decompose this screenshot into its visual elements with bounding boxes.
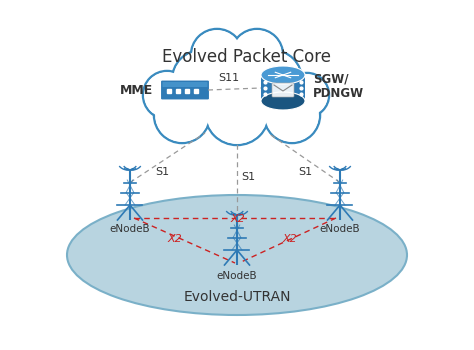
Circle shape (285, 73, 329, 117)
Circle shape (206, 82, 268, 144)
Ellipse shape (261, 66, 305, 84)
Text: MME: MME (120, 84, 153, 97)
Text: eNodeB: eNodeB (217, 271, 257, 281)
Circle shape (243, 51, 301, 109)
FancyBboxPatch shape (163, 82, 208, 87)
Circle shape (231, 29, 283, 81)
Text: SGW/
PDNGW: SGW/ PDNGW (313, 72, 364, 100)
Circle shape (154, 87, 210, 143)
Circle shape (203, 41, 271, 109)
FancyBboxPatch shape (272, 83, 294, 97)
Text: S1: S1 (298, 167, 312, 177)
Circle shape (173, 51, 231, 109)
Circle shape (286, 74, 328, 116)
Circle shape (242, 50, 302, 110)
Ellipse shape (67, 195, 407, 315)
Ellipse shape (261, 92, 305, 110)
Text: X2: X2 (167, 234, 182, 244)
Circle shape (205, 81, 269, 145)
Text: S1: S1 (241, 172, 255, 182)
FancyBboxPatch shape (161, 80, 210, 100)
Circle shape (155, 88, 209, 142)
Circle shape (191, 29, 243, 81)
Circle shape (144, 72, 190, 118)
Polygon shape (261, 75, 305, 101)
Text: X2: X2 (230, 214, 245, 224)
Circle shape (143, 71, 191, 119)
Circle shape (204, 42, 270, 108)
Text: X2: X2 (282, 234, 297, 244)
Circle shape (192, 30, 242, 80)
Text: eNodeB: eNodeB (319, 224, 360, 234)
Circle shape (172, 50, 232, 110)
Text: S1: S1 (155, 167, 169, 177)
Text: Evolved Packet Core: Evolved Packet Core (163, 48, 331, 66)
Circle shape (265, 88, 319, 142)
Circle shape (264, 87, 320, 143)
Text: Evolved-UTRAN: Evolved-UTRAN (183, 290, 291, 304)
Text: S11: S11 (219, 73, 239, 83)
Circle shape (232, 30, 282, 80)
Text: eNodeB: eNodeB (109, 224, 150, 234)
